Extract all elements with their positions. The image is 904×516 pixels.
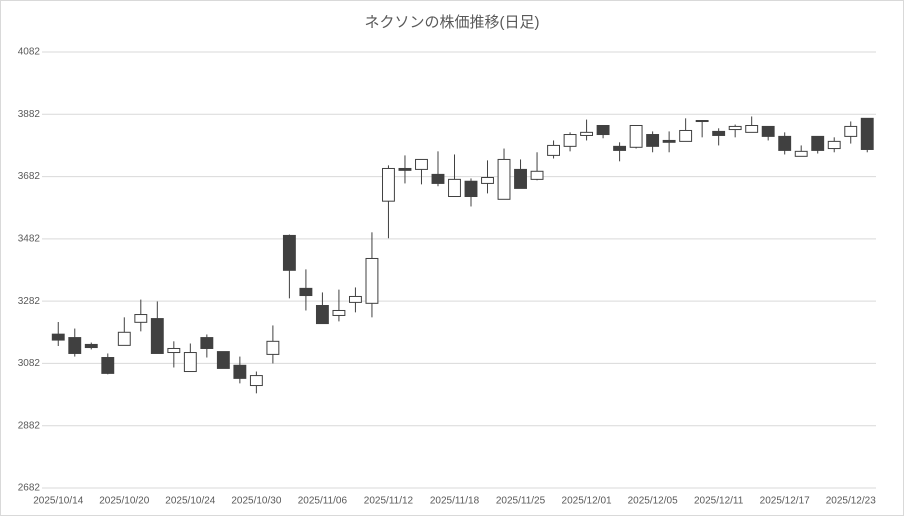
x-tick-label: 2025/11/25 [496, 496, 546, 507]
candle-body [315, 305, 329, 325]
candle-body [860, 117, 874, 150]
y-tick-label: 3482 [18, 233, 41, 244]
candle-body [497, 158, 511, 200]
candle-body [778, 135, 792, 151]
y-tick-label: 4082 [18, 47, 41, 58]
x-tick-label: 2025/11/06 [298, 496, 348, 507]
candle-body [101, 357, 115, 374]
chart-title: ネクソンの株価推移(日足) [365, 14, 540, 31]
candle-body [613, 145, 627, 151]
candle-body [728, 125, 742, 131]
candle-body [464, 180, 478, 198]
y-tick-label: 3882 [18, 109, 41, 120]
x-tick-label: 2025/12/05 [628, 496, 678, 507]
candle-body [282, 234, 296, 271]
candle-body [761, 125, 775, 137]
candle-body [183, 352, 197, 373]
candle-body [134, 314, 148, 323]
candle-body [580, 131, 594, 136]
candle-body [514, 168, 527, 189]
candle-body [629, 124, 643, 148]
candle-body [398, 167, 412, 171]
y-tick-label: 2682 [18, 483, 41, 494]
candle-body [547, 144, 560, 156]
candle-body [695, 120, 709, 123]
x-tick-label: 2025/10/20 [99, 496, 149, 507]
candle-body [679, 129, 693, 142]
candle-body [596, 124, 610, 136]
y-tick-label: 3082 [18, 358, 41, 369]
candle-body [299, 287, 313, 297]
candle-body [84, 343, 98, 349]
candle-body [365, 257, 379, 304]
candle-body [233, 364, 247, 379]
candle-body [745, 124, 759, 133]
candle-body [415, 158, 428, 170]
y-tick-label: 2882 [18, 420, 41, 431]
candle-body [563, 134, 577, 147]
candle-body [794, 150, 808, 157]
x-tick-label: 2025/10/24 [165, 496, 215, 507]
candle-body [811, 135, 825, 151]
candle-body [68, 337, 82, 354]
x-tick-label: 2025/12/17 [760, 496, 810, 507]
x-tick-label: 2025/12/01 [562, 496, 612, 507]
candle-body [827, 140, 841, 150]
candle-body [200, 337, 214, 349]
x-tick-label: 2025/11/12 [364, 496, 414, 507]
candle-body [431, 173, 445, 184]
candle-body [332, 309, 346, 316]
candle-body [51, 333, 65, 341]
candle-body [348, 295, 362, 303]
candle-body [530, 170, 544, 180]
candle-body [382, 167, 395, 202]
x-tick-label: 2025/12/11 [694, 496, 744, 507]
candle-body [150, 318, 164, 354]
candle-body [117, 331, 131, 346]
candle-body [646, 134, 660, 147]
x-tick-label: 2025/10/30 [231, 496, 281, 507]
candle-body [844, 125, 858, 137]
x-tick-label: 2025/10/14 [33, 496, 83, 507]
candle-body [167, 347, 181, 354]
candle-body [448, 178, 461, 198]
candle-body [266, 340, 280, 355]
x-tick-label: 2025/12/23 [826, 496, 876, 507]
candle-body [216, 351, 230, 369]
x-tick-label: 2025/11/18 [430, 496, 480, 507]
candle-body [249, 375, 263, 387]
y-tick-label: 3682 [18, 171, 41, 182]
candle-body [662, 139, 676, 143]
candle-body [481, 177, 494, 184]
y-tick-label: 3282 [18, 296, 41, 307]
candle-body [712, 130, 726, 136]
